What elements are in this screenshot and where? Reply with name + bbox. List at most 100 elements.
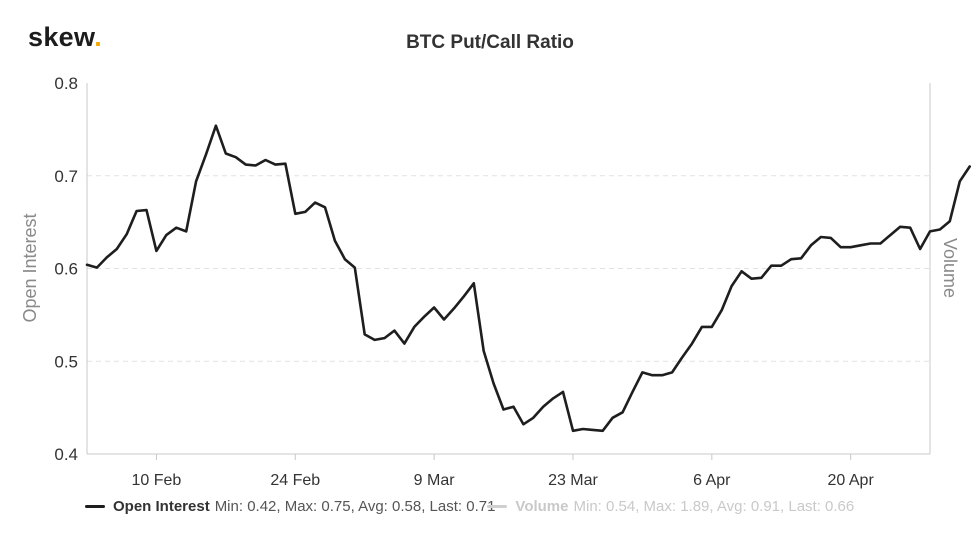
data-point (879, 242, 882, 245)
data-point (244, 163, 247, 166)
data-point (115, 248, 118, 250)
data-point (264, 159, 267, 161)
data-point (284, 162, 287, 165)
data-point (433, 306, 436, 309)
data-point (849, 246, 852, 249)
data-point (562, 390, 564, 393)
data-point (968, 165, 971, 168)
data-point (948, 220, 951, 223)
data-point (581, 428, 584, 430)
x-tick-label: 6 Apr (693, 472, 731, 489)
data-point (869, 242, 872, 245)
data-point (542, 405, 545, 408)
data-point (641, 371, 644, 374)
y-tick-label: 0.4 (54, 445, 78, 464)
data-point (205, 153, 207, 156)
data-point (383, 337, 386, 340)
data-point (502, 408, 505, 411)
data-point (492, 382, 495, 385)
legend-stats-volume: Min: 0.54, Max: 1.89, Avg: 0.91, Last: 0… (573, 498, 855, 515)
data-point (393, 329, 396, 332)
data-point (254, 164, 257, 167)
data-point (145, 209, 148, 212)
data-point (195, 180, 198, 183)
data-point (185, 230, 188, 233)
data-point (700, 325, 703, 328)
data-point (790, 258, 793, 261)
data-point (780, 264, 783, 267)
data-point (681, 356, 684, 359)
data-point (552, 397, 555, 400)
data-point (214, 124, 217, 127)
x-tick-label: 9 Mar (414, 472, 456, 489)
chart-legend: Open Interest Min: 0.42, Max: 0.75, Avg:… (85, 498, 854, 515)
legend-stats-open-interest: Min: 0.42, Max: 0.75, Avg: 0.58, Last: 0… (214, 498, 496, 515)
data-point (661, 374, 664, 377)
data-point (234, 156, 237, 159)
data-point (443, 318, 445, 321)
data-point (651, 374, 654, 377)
data-point (611, 416, 614, 419)
legend-label-volume: Volume (515, 498, 569, 515)
y-tick-label: 0.7 (54, 167, 78, 186)
data-point (730, 285, 733, 288)
data-point (671, 371, 674, 374)
data-point (819, 236, 822, 238)
series-line-open-interest (85, 124, 971, 433)
legend-item-open-interest[interactable]: Open Interest Min: 0.42, Max: 0.75, Avg:… (85, 498, 495, 515)
data-point (829, 236, 832, 239)
data-point (532, 416, 535, 419)
data-point (919, 248, 922, 250)
data-point (810, 244, 812, 247)
data-point (800, 257, 803, 260)
data-point (601, 429, 604, 432)
data-point (453, 307, 455, 310)
data-point (86, 263, 88, 266)
legend-item-volume[interactable]: Volume Min: 0.54, Max: 1.89, Avg: 0.91, … (487, 498, 854, 515)
x-tick-label: 24 Feb (270, 472, 320, 489)
data-point (343, 258, 346, 261)
data-point (314, 201, 317, 204)
data-point (363, 333, 366, 336)
chart-title: BTC Put/Call Ratio (406, 32, 574, 53)
data-point (839, 246, 842, 249)
data-point (720, 309, 723, 312)
data-point (224, 152, 227, 155)
data-point (324, 206, 326, 209)
y-axis-label: Open Interest (20, 213, 40, 322)
data-point (353, 266, 356, 269)
data-point (760, 276, 763, 279)
data-point (482, 350, 485, 352)
data-point (621, 411, 624, 414)
y-tick-label: 0.8 (54, 74, 78, 93)
data-point (909, 226, 912, 229)
y-tick-label: 0.6 (54, 260, 78, 279)
skew-logo: skew. (28, 22, 103, 52)
x-tick-label: 23 Mar (548, 472, 598, 489)
y-axis-label-right: Volume (940, 238, 960, 298)
data-point (522, 423, 525, 426)
data-point (472, 282, 475, 285)
data-point (413, 325, 416, 328)
data-point (859, 244, 862, 247)
data-point (591, 428, 594, 431)
data-point (512, 405, 515, 408)
legend-label-open-interest: Open Interest (113, 498, 210, 515)
data-point (135, 210, 138, 212)
data-point (125, 233, 128, 236)
data-point (403, 342, 406, 345)
data-point (631, 390, 634, 393)
data-point (572, 429, 574, 432)
data-point (423, 315, 426, 318)
x-tick-label: 20 Apr (828, 472, 875, 489)
x-tick-label: 10 Feb (132, 472, 182, 489)
data-point (333, 239, 336, 242)
legend-swatch-volume (487, 505, 508, 508)
data-point (274, 163, 277, 166)
legend-swatch-open-interest (85, 505, 105, 508)
data-point (710, 325, 713, 328)
data-point (155, 249, 158, 252)
data-point (165, 234, 168, 237)
data-point (889, 234, 892, 237)
